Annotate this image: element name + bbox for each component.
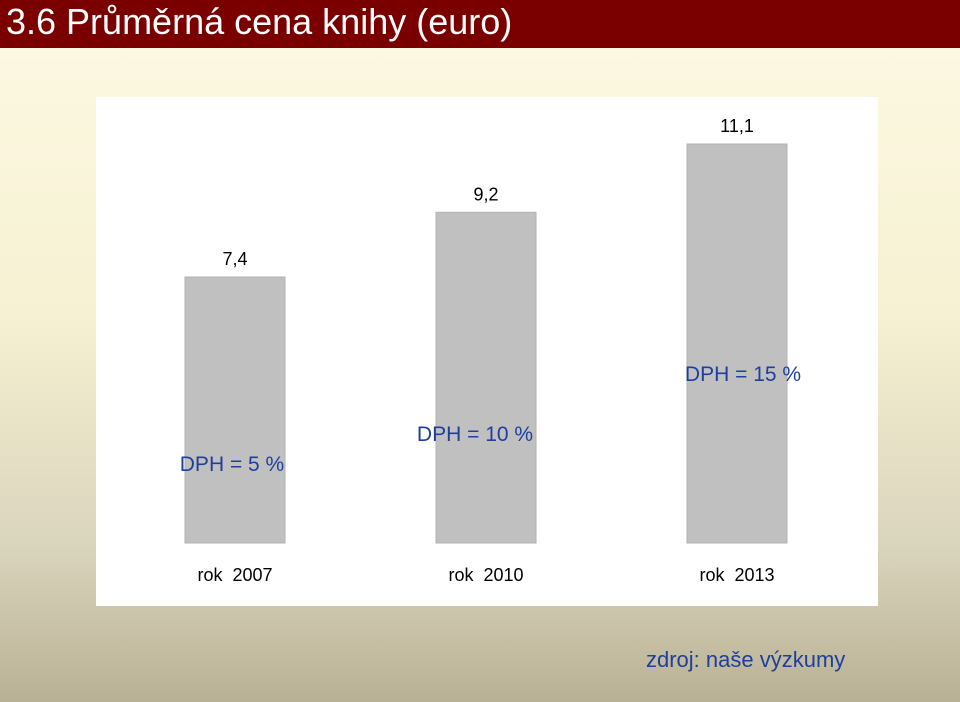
data-label-3: 11,1 [720, 116, 754, 136]
data-label-1: 7,4 [222, 249, 247, 269]
category-label-1: rok 2007 [197, 565, 272, 585]
vat-annotation-2: DPH = 10 % [417, 423, 533, 446]
vat-annotation-1: DPH = 5 % [180, 453, 284, 476]
page-title: 3.6 Průměrná cena knihy (euro) [6, 1, 513, 42]
title-bar: 3.6 Průměrná cena knihy (euro) [0, 0, 960, 48]
category-label-3: rok 2013 [699, 565, 774, 585]
bar-chart: 7,4 rok 2007 DPH = 5 % 9,2 rok 2010 DPH = 10 … [180, 116, 801, 585]
data-label-2: 9,2 [473, 184, 498, 204]
bar-3 [686, 143, 788, 544]
chart-panel: 7,4 rok 2007 DPH = 5 % 9,2 rok 2010 DPH = 10 … [96, 97, 878, 606]
bar-1 [184, 276, 286, 544]
vat-annotation-3: DPH = 15 % [685, 363, 801, 386]
category-label-2: rok 2010 [448, 565, 523, 585]
bar-2 [435, 211, 537, 544]
source-note: zdroj: naše výzkumy [646, 647, 846, 672]
